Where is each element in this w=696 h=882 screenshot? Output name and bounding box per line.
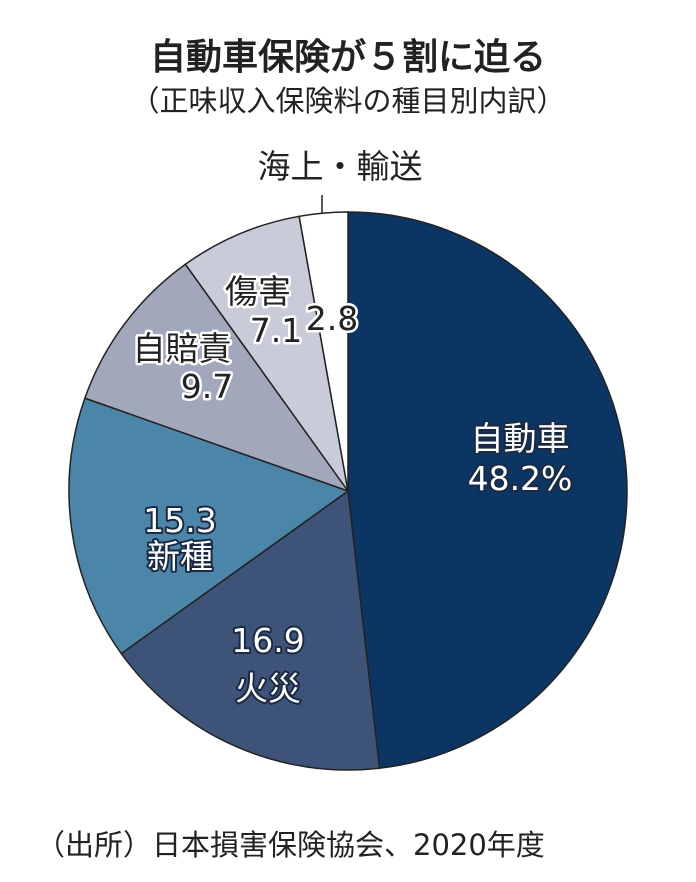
pie-slice-2 <box>68 397 350 655</box>
label-cali: 自賠責 <box>133 329 232 368</box>
chart-subtitle: （正味収入保険料の種目別内訳） <box>130 84 566 118</box>
label-injury: 傷害 <box>225 272 291 311</box>
chart-title: 自動車保険が５割に迫る <box>149 37 546 78</box>
pie-slice-4 <box>184 215 349 492</box>
value-cali: 9.7 <box>181 367 233 406</box>
value-auto: 48.2% <box>468 459 573 498</box>
value-marine: 2.8 <box>306 299 358 338</box>
value-injury: 7.1 <box>250 311 302 350</box>
value-fire: 16.9 <box>231 621 304 660</box>
label-auto: 自動車 <box>471 419 570 458</box>
label-fire: 火災 <box>235 669 301 708</box>
source-note: （出所）日本損害保険協会、2020年度 <box>36 828 545 862</box>
label-marine: 海上・輸送 <box>258 147 423 186</box>
pie-slice-1 <box>120 489 381 771</box>
value-new: 15.3 <box>143 501 216 540</box>
label-new: 新種 <box>147 537 213 576</box>
pie-slice-5 <box>298 211 349 492</box>
pie-slice-0 <box>347 211 628 770</box>
pie-slice-3 <box>83 263 350 493</box>
